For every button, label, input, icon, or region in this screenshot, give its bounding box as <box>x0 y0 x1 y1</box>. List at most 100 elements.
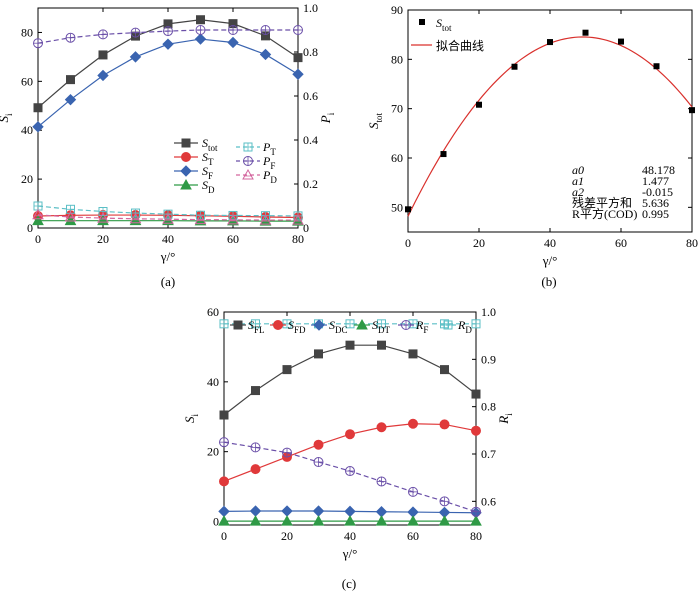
point-b-2 <box>476 101 482 108</box>
legend-a-label-T: ST <box>202 150 214 167</box>
x-tick-label-a-0: 0 <box>35 232 41 246</box>
point-c-SFL-1 <box>251 386 260 396</box>
legend-a-marker-tot <box>181 138 191 148</box>
point-b-8 <box>689 107 695 114</box>
legend-c: SFL SFD SDC SDT RF RD <box>230 318 472 335</box>
legend-a-label-PT: PT <box>262 140 276 157</box>
point-c-SDT-8 <box>470 515 482 526</box>
stats-label-b-4: R平方(COD) <box>572 206 637 221</box>
y-tick-label-c-1: 20 <box>207 445 219 459</box>
stats-label-b-0: a0 <box>572 163 584 177</box>
legend-b: Stot 拟合曲线 <box>411 16 484 53</box>
point-a-Stot-2 <box>98 50 108 60</box>
legend-c-label-SDT: SDT <box>372 318 390 335</box>
y2-tick-label-a-0: 0 <box>303 221 309 235</box>
stats-label-b-1: a1 <box>572 174 584 188</box>
point-a-PD-2 <box>97 212 109 223</box>
legend-c-marker-SFL <box>233 320 243 330</box>
x-tick-label-b-1: 20 <box>473 236 485 250</box>
y2-tick-label-a-3: 0.6 <box>303 89 318 103</box>
point-a-SF-0 <box>32 121 44 133</box>
point-a-PF-3 <box>130 27 141 38</box>
point-c-SDT-1 <box>249 515 262 526</box>
point-a-SD-1 <box>64 214 77 226</box>
y2-axis-label-c: Ri <box>496 413 514 425</box>
point-b-5 <box>582 29 589 36</box>
legend-a-marker-PD <box>242 168 254 180</box>
point-a-PD-4 <box>162 213 174 224</box>
point-c-RF-7 <box>439 496 450 507</box>
point-a-PD-7 <box>259 214 272 225</box>
legend-b-label-stot: Stot <box>436 16 452 33</box>
point-c-SDT-2 <box>281 515 293 526</box>
y2-tick-label-a-4: 0.8 <box>303 45 318 59</box>
y-tick-label-b-2: 70 <box>391 102 403 116</box>
point-b-7 <box>653 63 660 70</box>
point-c-SFD-0 <box>219 476 229 487</box>
point-c-SDT-0 <box>218 515 230 526</box>
stats-label-b-2: a2 <box>572 185 584 199</box>
point-c-SFD-6 <box>408 418 418 429</box>
point-c-RF-2 <box>282 447 292 458</box>
legend-c-label-RD: RD <box>457 318 472 335</box>
point-a-Stot-1 <box>66 75 75 85</box>
x-tick-label-b-2: 40 <box>544 236 556 250</box>
y-tick-label-b-3: 80 <box>391 52 403 66</box>
point-a-PF-2 <box>98 29 108 40</box>
y-tick-label-b-0: 50 <box>391 200 403 214</box>
x-tick-label-a-2: 40 <box>162 232 174 246</box>
point-c-SFD-1 <box>250 464 261 475</box>
point-c-SDC-0 <box>218 505 230 518</box>
x-tick-label-a-1: 20 <box>97 232 109 246</box>
panel-b-label: (b) <box>541 274 556 289</box>
y-tick-label-c-3: 60 <box>207 305 219 319</box>
point-c-SDC-3 <box>312 505 325 517</box>
point-a-SD-0 <box>32 214 44 226</box>
x-tick-label-c-2: 40 <box>344 529 356 543</box>
point-c-SDT-4 <box>344 515 356 526</box>
point-a-PD-8 <box>292 214 304 225</box>
point-a-Stot-0 <box>33 103 43 113</box>
x-axis-label-c: γ/° <box>342 546 358 561</box>
y2-tick-label-c-2: 0.8 <box>481 400 496 414</box>
legend-a-label-D: SD <box>202 178 215 195</box>
legend-c-marker-SDC <box>313 319 325 331</box>
point-c-SFD-5 <box>376 422 387 433</box>
point-c-SFD-8 <box>471 425 481 436</box>
x-tick-label-b-4: 80 <box>686 236 698 250</box>
point-a-PF-6 <box>228 25 238 35</box>
x-tick-label-b-3: 60 <box>615 236 627 250</box>
point-a-SF-4 <box>162 38 174 50</box>
point-c-SDT-5 <box>375 515 388 526</box>
point-b-3 <box>511 63 518 70</box>
x-tick-label-b-0: 0 <box>405 236 411 250</box>
y2-tick-label-c-0: 0.6 <box>481 494 496 508</box>
legend-a-marker-F <box>180 165 192 177</box>
point-a-PF-7 <box>260 25 271 35</box>
legend-a-label-F: SF <box>202 164 213 181</box>
legend-a-marker-T <box>181 152 191 162</box>
stats-value-b-1: 1.477 <box>642 174 669 188</box>
stats-value-b-4: 0.995 <box>642 207 669 221</box>
panel-a: 02040608002040608000.20.40.60.81.0γ/°SiP… <box>0 1 336 264</box>
panel-c-label: (c) <box>342 576 356 591</box>
point-b-6 <box>618 38 624 45</box>
y-tick-label-c-0: 0 <box>213 515 219 529</box>
point-c-SFL-6 <box>408 349 418 359</box>
point-a-Stot-8 <box>293 53 303 63</box>
series-line-c-RF <box>223 441 477 513</box>
point-a-SF-7 <box>259 48 272 61</box>
stats-value-b-3: 5.636 <box>642 196 669 210</box>
legend-a-label-PD: PD <box>262 168 277 185</box>
point-b-1 <box>440 151 447 158</box>
legend-a-marker-PF <box>243 156 253 166</box>
point-c-SFL-2 <box>282 365 292 375</box>
point-a-PD-1 <box>64 210 77 222</box>
point-a-SF-8 <box>292 68 304 80</box>
point-c-SFD-4 <box>345 429 355 440</box>
y2-tick-label-a-5: 1.0 <box>303 1 318 15</box>
point-c-SFL-4 <box>345 340 355 350</box>
point-c-RF-1 <box>250 442 261 453</box>
point-c-SDT-6 <box>407 515 419 526</box>
